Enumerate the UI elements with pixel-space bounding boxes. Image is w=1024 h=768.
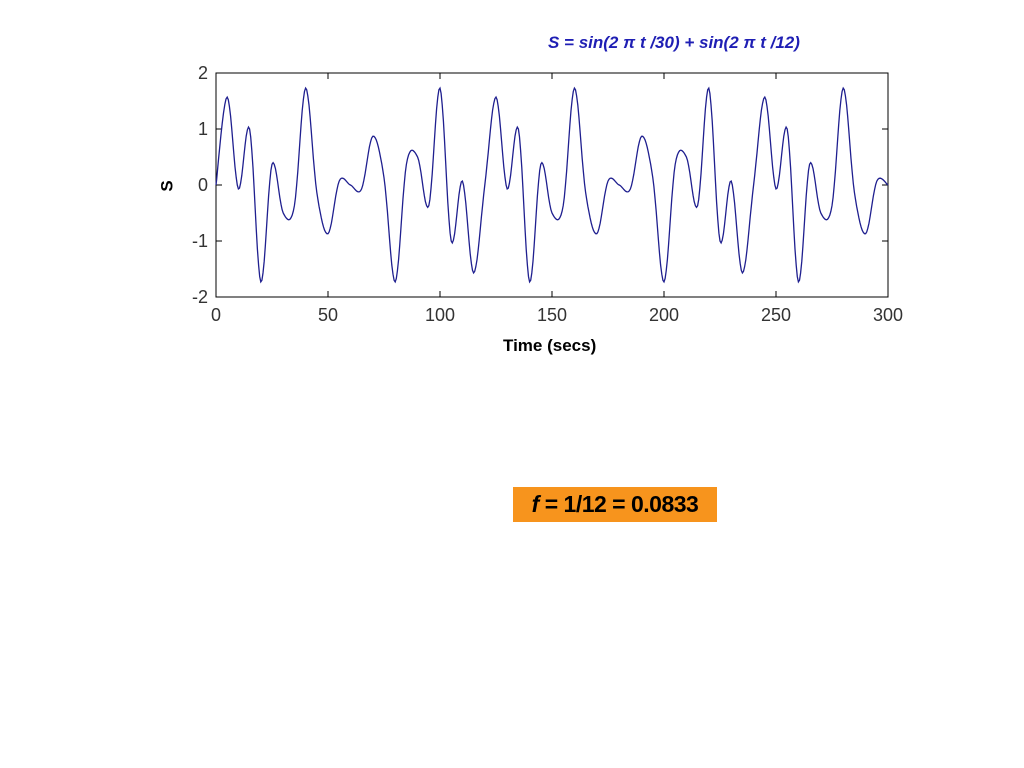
axes-box [215, 72, 889, 298]
x-tick-label: 50 [318, 305, 338, 325]
chart-title: S = sin(2 π t /30) + sin(2 π t /12) [548, 33, 800, 52]
y-tick-label: 1 [198, 119, 208, 139]
x-tick-label: 250 [761, 305, 791, 325]
y-tick-label: 0 [198, 175, 208, 195]
signal-line [215, 86, 889, 284]
x-tick-label: 100 [425, 305, 455, 325]
frequency-expression: = 1/12 = 0.0833 [538, 491, 699, 517]
frequency-symbol: f [531, 491, 540, 517]
axis-ticks: 0 50 100 150 200 250 300 -2 -1 0 1 2 [192, 63, 903, 325]
y-tick-label: 2 [198, 63, 208, 83]
x-axis-label: Time (secs) [503, 336, 597, 355]
x-tick-label: 150 [537, 305, 567, 325]
frequency-formula-box: f = 1/12 = 0.0833 [513, 487, 717, 522]
y-tick-label: -2 [192, 287, 208, 307]
y-tick-label: -1 [192, 231, 208, 251]
x-tick-label: 200 [649, 305, 679, 325]
frequency-formula: f = 1/12 = 0.0833 [532, 491, 699, 518]
x-tick-label: 0 [211, 305, 221, 325]
x-tick-label: 300 [873, 305, 903, 325]
y-axis-label: S [157, 180, 177, 192]
plot-area: 0 50 100 150 200 250 300 -2 -1 0 1 2 [192, 63, 903, 325]
